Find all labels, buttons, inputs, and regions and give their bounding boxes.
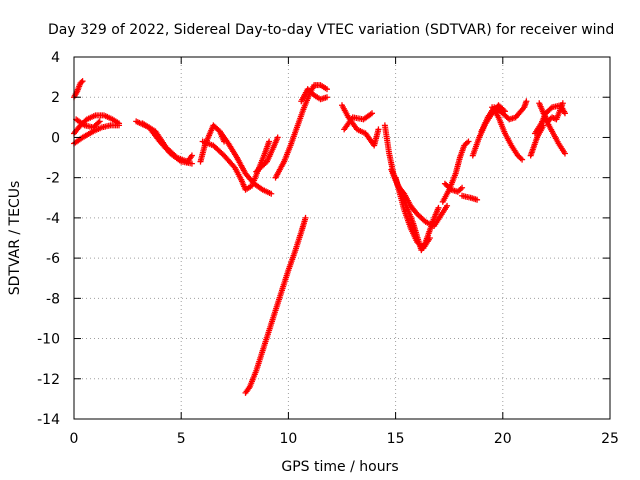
plot-frame (73, 56, 611, 420)
series-arc-20 (441, 180, 466, 195)
x-tick-label: 0 (70, 431, 79, 447)
y-tick-label: -6 (46, 251, 60, 267)
data-point (444, 202, 451, 209)
y-tick-labels: 4 2 0 -2 -4 -6 -8 -10 -12 -14 (37, 50, 60, 428)
y-tick-label: -8 (46, 291, 60, 307)
data-point (435, 204, 442, 211)
x-tick-label: 20 (494, 431, 512, 447)
data-point (274, 134, 281, 141)
data-point (426, 235, 433, 241)
data-point (323, 86, 330, 93)
series-arc-3 (71, 122, 123, 147)
x-axis-label: GPS time / hours (281, 459, 398, 475)
data-point (78, 79, 85, 86)
x-tick-label: 15 (387, 431, 405, 447)
series-arc-28 (527, 122, 547, 159)
series-arc-13 (242, 214, 309, 396)
y-tick-label: -12 (37, 372, 60, 388)
y-axis-label: SDTVAR / TECUs (7, 181, 23, 296)
data-point (375, 126, 382, 133)
data-point (262, 159, 269, 166)
data-point (474, 196, 481, 203)
series-arc-24 (489, 104, 526, 163)
y-tick-label: -2 (46, 171, 60, 187)
series-arc-21 (459, 192, 481, 203)
data-point (95, 119, 102, 126)
data-point (459, 184, 466, 191)
data-point (82, 117, 89, 124)
x-tick-labels: 0 5 10 15 20 25 (70, 431, 619, 447)
y-tick-label: 0 (51, 130, 60, 146)
x-tick-label: 25 (601, 431, 619, 447)
data-point (369, 110, 376, 117)
y-tick-label: -10 (37, 332, 60, 348)
series-arc-23 (478, 98, 530, 135)
data-point (266, 138, 273, 145)
y-tick-label: 4 (51, 50, 60, 66)
data-point (323, 94, 330, 101)
series-arc-18 (392, 174, 433, 252)
data-point (465, 138, 472, 145)
data-point (188, 152, 195, 159)
data-point (188, 160, 195, 167)
data-point (561, 110, 568, 117)
x-tick-label: 10 (279, 431, 297, 447)
data-point (523, 98, 530, 105)
data-point (79, 78, 86, 85)
tick-marks (73, 56, 611, 420)
y-tick-label: -4 (46, 211, 60, 227)
series-arc-9 (216, 128, 275, 197)
x-tick-label: 5 (177, 431, 186, 447)
data-point (96, 118, 103, 125)
series-arc-19 (439, 138, 472, 205)
data-point (116, 122, 123, 129)
y-tick-label: -14 (37, 412, 60, 428)
grid-lines (74, 57, 610, 419)
series-arc-11 (272, 82, 330, 181)
series-arc-15 (341, 110, 376, 133)
series-arc-26 (531, 102, 568, 137)
series-arc-17 (388, 166, 451, 229)
chart-title: Day 329 of 2022, Sidereal Day-to-day VTE… (48, 22, 614, 38)
series-arc-10 (253, 134, 281, 175)
series-arc-27 (542, 116, 568, 157)
series-arc-12 (298, 86, 330, 105)
data-point (547, 105, 554, 112)
series-arc-7 (197, 122, 228, 165)
data-point (302, 214, 309, 221)
data-point (172, 153, 179, 160)
series-arc-6 (139, 120, 195, 165)
data-point (561, 150, 568, 157)
series-arc-4 (73, 116, 103, 131)
data-point (519, 156, 526, 163)
data-point (230, 163, 237, 170)
series-arc-1 (71, 78, 86, 101)
y-tick-label: 2 (51, 90, 60, 106)
data-point (268, 190, 275, 197)
data-points (71, 78, 568, 396)
data-point (527, 152, 534, 159)
